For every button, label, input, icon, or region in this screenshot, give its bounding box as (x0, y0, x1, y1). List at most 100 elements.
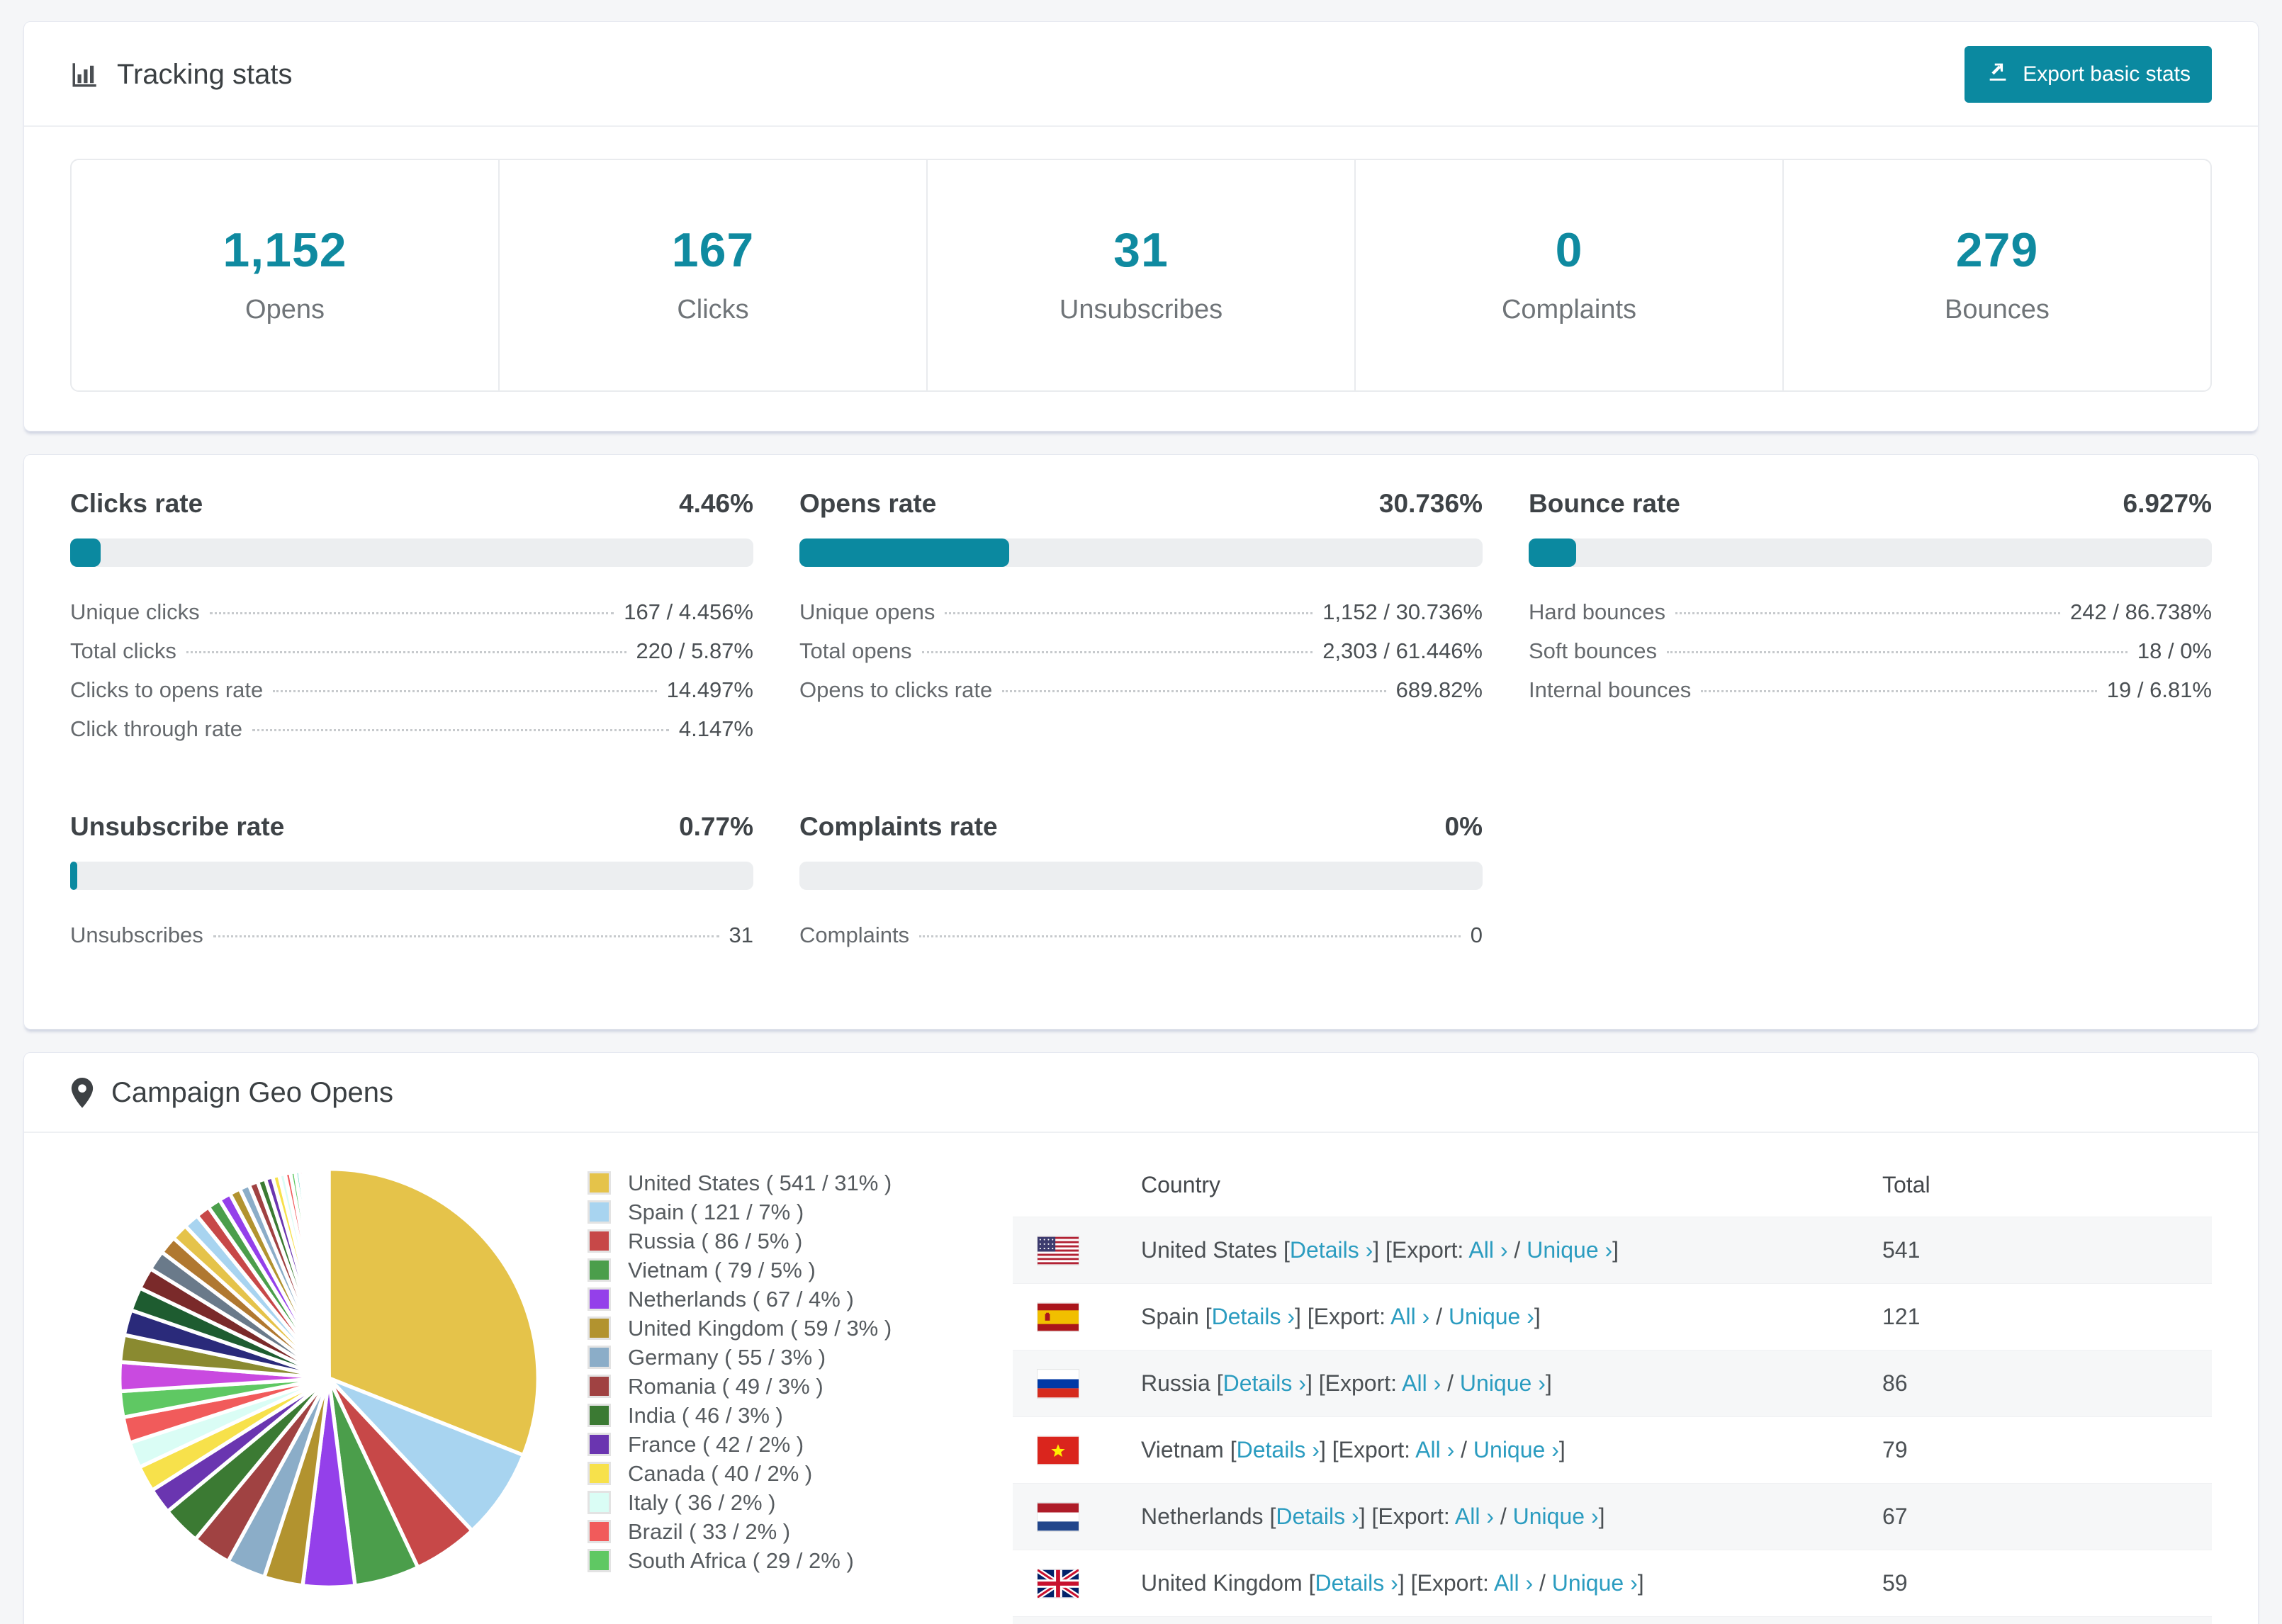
legend-label: France ( 42 / 2% ) (628, 1431, 804, 1457)
slash: / (1441, 1370, 1460, 1396)
table-row-es: Spain [Details ›] [Export: All › / Uniqu… (1013, 1283, 2212, 1350)
geo-pie-chart (70, 1153, 588, 1598)
progress-bar-fill (799, 538, 1010, 567)
flag-nl-icon (1038, 1503, 1079, 1531)
details-link[interactable]: Details › (1315, 1570, 1398, 1596)
pie-slice (327, 1167, 540, 1458)
export-all-link[interactable]: All › (1494, 1570, 1534, 1596)
country-cell: Netherlands [Details ›] [Export: All › /… (1141, 1504, 1882, 1530)
summary-stat-clicks: 167 Clicks (500, 160, 928, 390)
bracket: [ (1269, 1504, 1276, 1529)
table-row-nl: Netherlands [Details ›] [Export: All › /… (1013, 1483, 2212, 1550)
export-all-link[interactable]: All › (1415, 1437, 1455, 1462)
dotted-leader (1675, 612, 2061, 614)
total-cell: 67 (1882, 1504, 1908, 1529)
export-basic-stats-button[interactable]: Export basic stats (1965, 46, 2212, 103)
rate-stat-value: 18 / 0% (2137, 638, 2212, 663)
rate-title-value: 30.736% (1378, 489, 1483, 518)
details-link[interactable]: Details › (1222, 1370, 1306, 1396)
export-all-link[interactable]: All › (1468, 1237, 1508, 1263)
legend-label: Spain ( 121 / 7% ) (628, 1199, 804, 1224)
dotted-leader (209, 612, 614, 614)
pie-slice (326, 1167, 331, 1379)
export-all-link[interactable]: All › (1390, 1304, 1430, 1329)
country-name: Spain (1141, 1304, 1205, 1329)
rate-title: Bounce rate 6.927% (1529, 489, 2212, 519)
summary-label: Unsubscribes (1059, 295, 1223, 325)
legend-label: Russia ( 86 / 5% ) (628, 1228, 803, 1253)
details-link[interactable]: Details › (1236, 1437, 1320, 1462)
details-link[interactable]: Details › (1289, 1237, 1373, 1263)
rate-title: Unsubscribe rate 0.77% (70, 812, 753, 842)
bracket: ] [Export: (1373, 1237, 1469, 1263)
export-unique-link[interactable]: Unique › (1448, 1304, 1534, 1329)
progress-bar (799, 862, 1483, 890)
legend-swatch (588, 1229, 611, 1253)
details-link[interactable]: Details › (1276, 1504, 1359, 1529)
export-icon (1986, 60, 2010, 89)
rate-stat-row: Soft bounces 18 / 0% (1529, 638, 2212, 677)
legend-item-united-states: United States ( 541 / 31% ) (588, 1168, 984, 1197)
flag-es-icon (1038, 1303, 1079, 1331)
summary-label: Opens (245, 295, 325, 325)
bracket: ] (1534, 1304, 1541, 1329)
legend-item-italy: Italy ( 36 / 2% ) (588, 1488, 984, 1517)
summary-value: 279 (1955, 223, 2039, 277)
export-all-link[interactable]: All › (1402, 1370, 1441, 1396)
legend-label: Canada ( 40 / 2% ) (628, 1460, 813, 1486)
bracket: [ (1230, 1437, 1237, 1462)
rate-stat-label: Total opens (799, 638, 912, 663)
rate-stat-row: Unsubscribes 31 (70, 923, 753, 962)
rate-stat-row: Opens to clicks rate 689.82% (799, 677, 1483, 716)
legend-item-brazil: Brazil ( 33 / 2% ) (588, 1517, 984, 1546)
rate-stat-label: Unsubscribes (70, 923, 203, 947)
slash: / (1507, 1237, 1527, 1263)
export-unique-link[interactable]: Unique › (1512, 1504, 1599, 1529)
geo-legend: United States ( 541 / 31% ) Spain ( 121 /… (588, 1153, 984, 1575)
legend-label: India ( 46 / 3% ) (628, 1402, 783, 1428)
pie-chart-svg (118, 1167, 540, 1589)
export-unique-link[interactable]: Unique › (1473, 1437, 1559, 1462)
details-link[interactable]: Details › (1211, 1304, 1295, 1329)
rate-stat-row: Click through rate 4.147% (70, 716, 753, 755)
dotted-leader (273, 690, 657, 692)
rate-title-value: 0% (1444, 812, 1483, 841)
table-row-vn: Vietnam [Details ›] [Export: All › / Uni… (1013, 1416, 2212, 1483)
legend-swatch (588, 1200, 611, 1224)
export-all-link[interactable]: All › (1454, 1504, 1494, 1529)
rate-title-label: Complaints rate (799, 812, 998, 841)
progress-bar (799, 538, 1483, 567)
country-name: Vietnam (1141, 1437, 1230, 1462)
legend-swatch (588, 1258, 611, 1282)
export-unique-link[interactable]: Unique › (1551, 1570, 1638, 1596)
rate-stat-label: Hard bounces (1529, 599, 1666, 624)
summary-stat-bounces: 279 Bounces (1784, 160, 2210, 390)
bracket: ] (1545, 1370, 1552, 1396)
country-name: United States (1141, 1237, 1283, 1263)
geo-table: Country Total United States [Details ›] … (1013, 1153, 2212, 1624)
rate-stat-label: Complaints (799, 923, 910, 947)
legend-label: United Kingdom ( 59 / 3% ) (628, 1315, 892, 1341)
summary-stats-row: 1,152 Opens 167 Clicks 31 Unsubscribes 0 Compla… (70, 159, 2212, 392)
dotted-leader (945, 612, 1313, 614)
bracket: [ (1283, 1237, 1290, 1263)
export-unique-link[interactable]: Unique › (1527, 1237, 1613, 1263)
dotted-leader (186, 651, 626, 653)
geo-opens-header: Campaign Geo Opens (24, 1053, 2258, 1132)
rate-stat-row: Complaints 0 (799, 923, 1483, 962)
rate-title-value: 0.77% (679, 812, 753, 841)
rate-stat-value: 14.497% (666, 677, 753, 702)
bracket: ] [Export: (1359, 1504, 1455, 1529)
legend-swatch (588, 1346, 611, 1369)
country-name: Netherlands (1141, 1504, 1270, 1529)
country-cell: Spain [Details ›] [Export: All › / Uniqu… (1141, 1304, 1882, 1330)
export-unique-link[interactable]: Unique › (1459, 1370, 1546, 1396)
geo-opens-title: Campaign Geo Opens (70, 1077, 393, 1109)
country-cell: Russia [Details ›] [Export: All › / Uniq… (1141, 1370, 1882, 1397)
dotted-leader (252, 729, 669, 731)
total-cell: 541 (1882, 1237, 1921, 1263)
pie-slice (327, 1376, 526, 1533)
rate-block-complaints: Complaints rate 0% Complaints 0 (799, 812, 1483, 962)
rate-stat-label: Clicks to opens rate (70, 677, 264, 702)
slash: / (1533, 1570, 1552, 1596)
